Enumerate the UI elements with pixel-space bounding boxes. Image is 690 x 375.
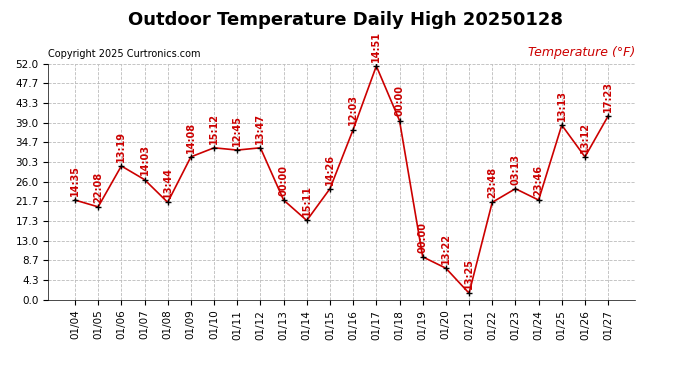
Text: 12:03: 12:03 <box>348 94 358 126</box>
Text: 00:00: 00:00 <box>417 222 428 253</box>
Text: 14:03: 14:03 <box>139 144 150 176</box>
Text: 13:12: 13:12 <box>580 122 590 153</box>
Text: 23:46: 23:46 <box>533 165 544 196</box>
Text: 14:51: 14:51 <box>371 31 382 62</box>
Text: 14:35: 14:35 <box>70 165 80 196</box>
Text: 13:22: 13:22 <box>441 233 451 264</box>
Text: 14:08: 14:08 <box>186 122 196 153</box>
Text: 03:13: 03:13 <box>511 153 520 184</box>
Text: 13:19: 13:19 <box>117 131 126 162</box>
Text: 13:47: 13:47 <box>255 112 266 144</box>
Text: 00:00: 00:00 <box>395 86 404 116</box>
Text: 13:13: 13:13 <box>557 90 566 121</box>
Text: 14:26: 14:26 <box>325 153 335 184</box>
Text: 13:25: 13:25 <box>464 258 474 289</box>
Text: Outdoor Temperature Daily High 20250128: Outdoor Temperature Daily High 20250128 <box>128 11 562 29</box>
Text: 22:08: 22:08 <box>93 172 103 203</box>
Text: Temperature (°F): Temperature (°F) <box>528 46 635 59</box>
Text: 15:12: 15:12 <box>209 112 219 144</box>
Text: 23:48: 23:48 <box>487 167 497 198</box>
Text: 17:23: 17:23 <box>603 81 613 112</box>
Text: 00:00: 00:00 <box>279 165 288 196</box>
Text: 13:44: 13:44 <box>163 167 172 198</box>
Text: Copyright 2025 Curtronics.com: Copyright 2025 Curtronics.com <box>48 49 201 59</box>
Text: 12:45: 12:45 <box>233 115 242 146</box>
Text: 15:11: 15:11 <box>302 185 312 216</box>
